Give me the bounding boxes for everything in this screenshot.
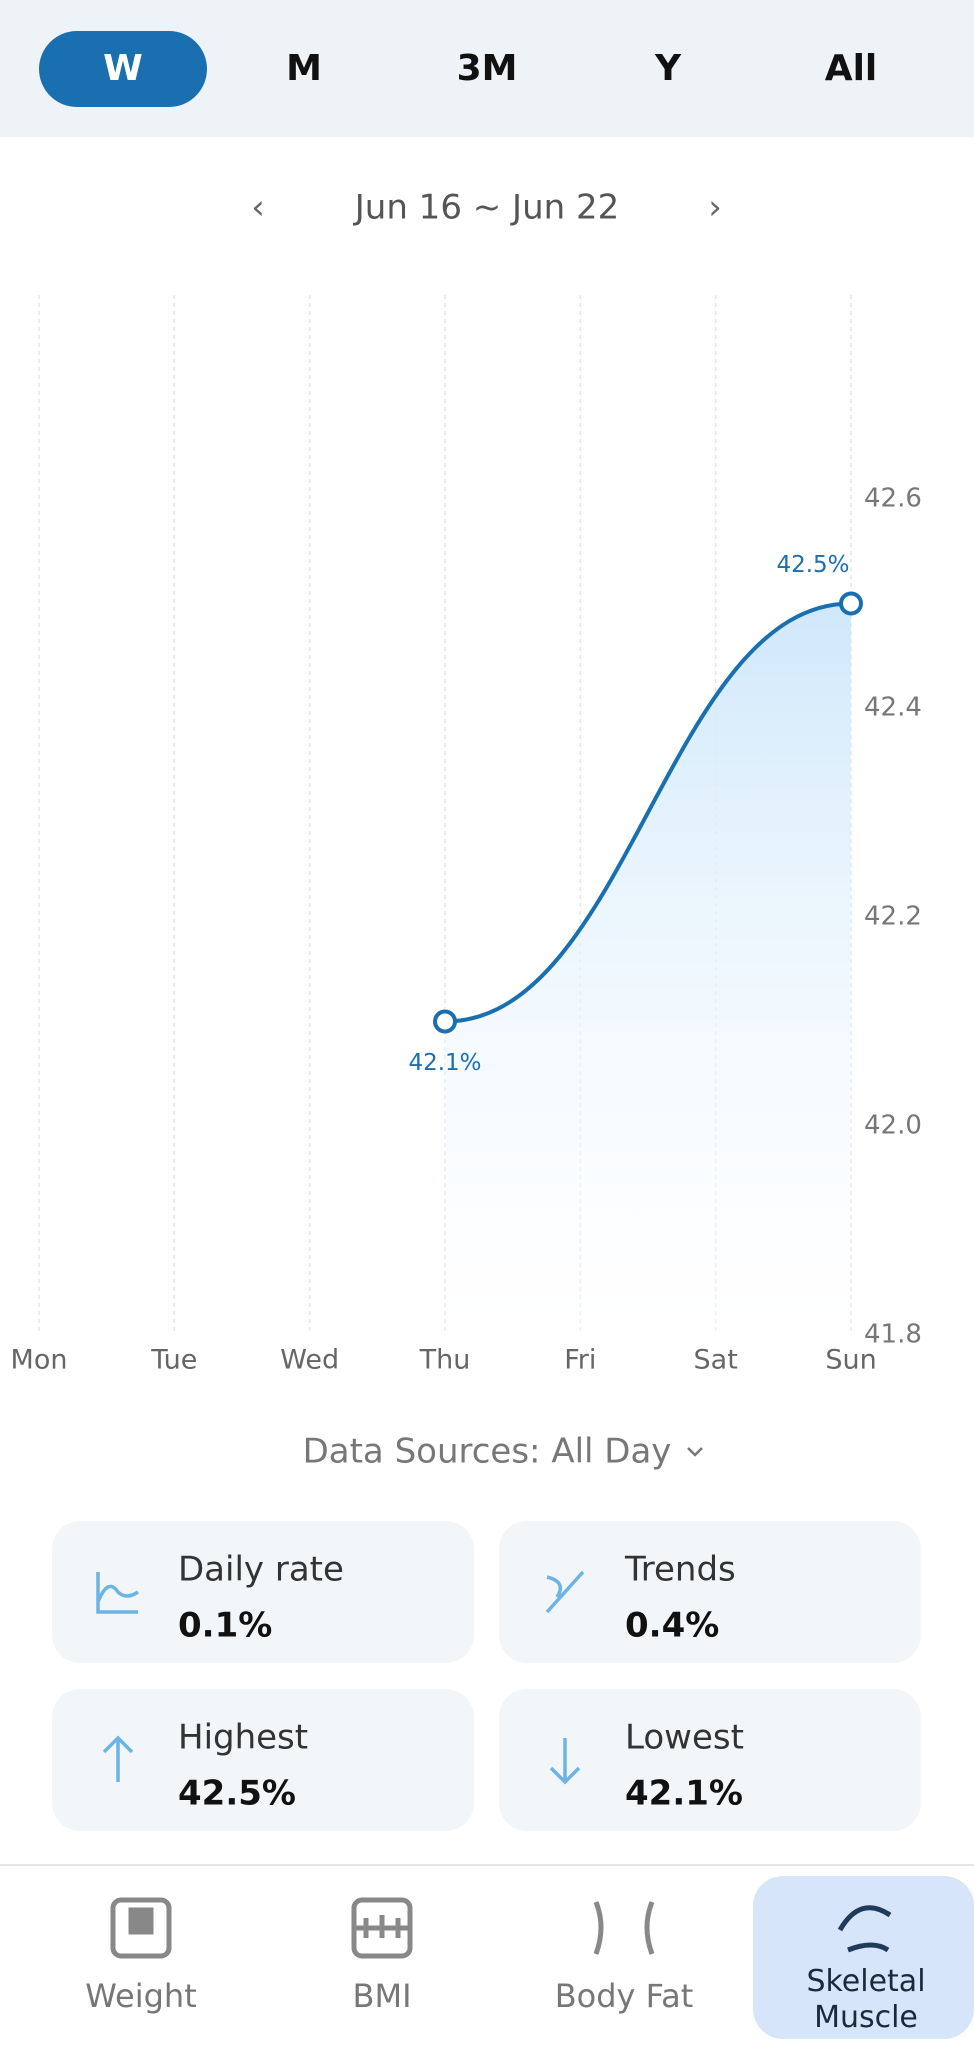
weight-icon <box>110 1897 172 1959</box>
stat-label: Daily rate <box>178 1550 344 1590</box>
y-tick-label: 42.2 <box>864 902 922 932</box>
x-tick-label: Tue <box>150 1345 197 1376</box>
tab[interactable]: M <box>286 48 322 89</box>
bodyfat-icon <box>593 1901 655 1955</box>
nav-label[interactable]: Weight <box>85 1977 196 2015</box>
prev-arrow[interactable]: ‹ <box>251 188 265 228</box>
stat-icon <box>96 1572 139 1614</box>
x-tick-label: Wed <box>280 1345 339 1376</box>
stat-card <box>499 1689 921 1831</box>
y-tick-label: 41.8 <box>864 1320 922 1350</box>
data-sources[interactable]: Data Sources: All Day <box>303 1432 672 1472</box>
x-tick-label: Mon <box>11 1345 68 1376</box>
date-range: Jun 16 ~ Jun 22 <box>353 188 620 228</box>
area-fill <box>445 603 851 1335</box>
tab[interactable]: All <box>825 48 878 89</box>
data-point <box>433 1009 457 1034</box>
x-tick-label: Thu <box>419 1345 471 1376</box>
value-label: 42.5% <box>776 552 849 578</box>
y-tick-label: 42.4 <box>864 693 922 723</box>
nav-label[interactable]: Skeletal Muscle <box>806 1964 925 2035</box>
tab[interactable]: W <box>103 48 143 89</box>
tab[interactable]: Y <box>654 48 682 89</box>
next-arrow[interactable]: › <box>708 188 722 228</box>
nav-selected <box>753 1876 974 2039</box>
tab[interactable]: 3M <box>457 48 518 89</box>
x-tick-label: Fri <box>564 1345 596 1376</box>
stat-card <box>499 1521 921 1663</box>
nav-label[interactable]: BMI <box>353 1977 412 2015</box>
stat-icon <box>545 1570 585 1614</box>
stat-icon <box>549 1738 581 1785</box>
stat-icon <box>102 1735 134 1782</box>
line <box>444 601 852 1024</box>
weight-icon-dial <box>128 1907 154 1935</box>
stat-value: 42.5% <box>178 1774 296 1814</box>
tab-active-pill[interactable] <box>39 31 207 107</box>
dropdown-icon <box>687 1447 703 1457</box>
stat-value: 0.4% <box>625 1606 719 1646</box>
y-tick-label: 42.0 <box>864 1111 922 1141</box>
skeletal-icon <box>837 1905 892 1953</box>
x-tick-label: Sat <box>694 1345 738 1376</box>
stat-label: Trends <box>624 1550 736 1590</box>
stat-label: Highest <box>178 1718 308 1758</box>
value-label: 42.1% <box>408 1050 481 1076</box>
stat-card <box>52 1689 474 1831</box>
data-point <box>839 591 863 616</box>
bmi-icon-scale <box>354 1915 410 1938</box>
stat-value: 42.1% <box>625 1774 743 1814</box>
y-tick-label: 42.6 <box>864 484 922 514</box>
nav-label[interactable]: Body Fat <box>555 1977 694 2015</box>
stat-label: Lowest <box>625 1718 744 1758</box>
x-tick-label: Sun <box>825 1345 876 1376</box>
stat-card <box>52 1521 474 1663</box>
nav-icons <box>110 1897 892 1959</box>
stat-value: 0.1% <box>178 1606 272 1646</box>
